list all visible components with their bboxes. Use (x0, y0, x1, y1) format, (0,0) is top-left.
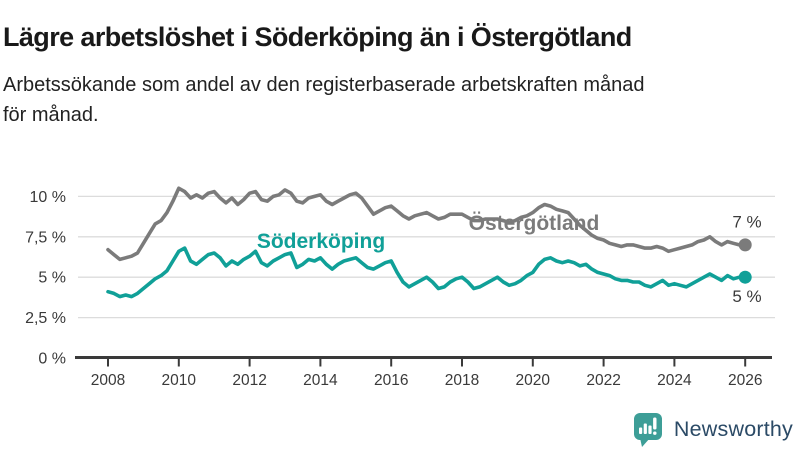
y-tick-label: 0 % (38, 351, 66, 368)
series-label-ostergotland: Östergötland (469, 212, 600, 235)
y-tick-label: 5 % (38, 270, 66, 287)
x-tick-label: 2020 (516, 372, 551, 389)
end-dot-ostergotland (738, 238, 752, 252)
x-tick-label: 2014 (303, 372, 338, 389)
x-tick-label: 2008 (91, 372, 125, 389)
newsworthy-bubble-icon (633, 412, 662, 447)
x-tick-label: 2018 (445, 372, 479, 389)
x-tick-label: 2022 (586, 372, 620, 389)
end-dot-soderkoping (738, 270, 752, 284)
brand-wordmark: Newsworthy (673, 416, 793, 441)
series-label-soderkoping: Söderköping (257, 230, 385, 253)
y-tick-label: 10 % (30, 189, 66, 206)
chart-subtitle-line2: för månad. (3, 104, 99, 126)
y-tick-label: 2,5 % (25, 310, 66, 327)
x-tick-label: 2026 (728, 372, 762, 389)
x-tick-label: 2012 (232, 372, 266, 389)
end-value-label-ostergotland: 7 % (732, 212, 761, 231)
x-tick-label: 2024 (657, 372, 692, 389)
x-tick-label: 2010 (162, 372, 197, 389)
y-tick-label: 7,5 % (25, 229, 66, 246)
chart-subtitle: Arbetssökande som andel av den registerb… (3, 70, 763, 130)
chart-subtitle-line1: Arbetssökande som andel av den registerb… (3, 74, 645, 96)
line-soderkoping (106, 246, 748, 299)
end-value-label-soderkoping: 5 % (732, 287, 761, 306)
x-tick-label: 2016 (374, 372, 408, 389)
page-title: Lägre arbetslöshet i Söderköping än i Ös… (3, 22, 632, 53)
line-ostergotland (106, 186, 748, 262)
newsworthy-logo[interactable]: Newsworthy (631, 411, 793, 447)
